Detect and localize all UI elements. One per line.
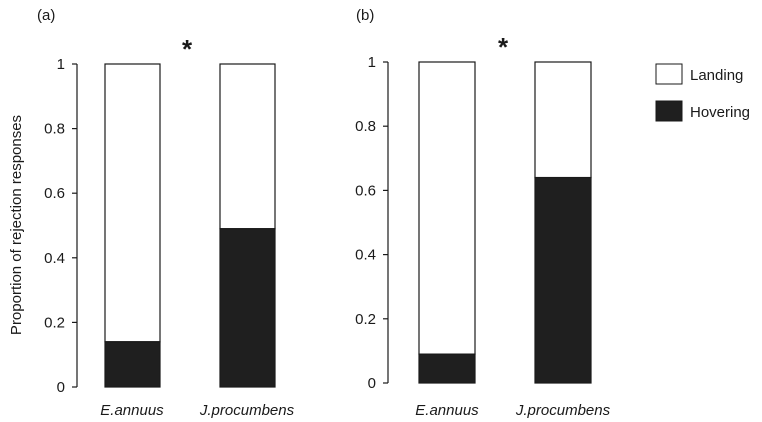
legend-swatch-landing: [655, 63, 683, 85]
panel-b: (b) * 0 0.2 0.4 0.6 0.8 1 E.annuus J.procumbens: [355, 7, 610, 419]
legend-swatch-hovering: [655, 100, 683, 122]
panel-b-y-tick-label: 0.6: [355, 182, 376, 199]
panel-b-y-tick-label: 0.8: [355, 118, 376, 135]
panel-a-bar-landing-jprocumbens: [219, 63, 276, 230]
legend-label-hovering: Hovering: [690, 104, 750, 121]
panel-a-y-tick-label: 0.2: [44, 314, 65, 331]
panel-b-category-label: J.procumbens: [515, 402, 611, 419]
panel-b-label: (b): [356, 7, 374, 24]
panel-a-y-tick-label: 0.6: [44, 185, 65, 202]
panel-b-y-tick-label: 1: [368, 54, 376, 71]
panel-b-y-tick-label: 0.2: [355, 311, 376, 328]
panel-b-significance: *: [498, 32, 509, 62]
panel-a-category-label: J.procumbens: [199, 402, 295, 419]
panel-b-bar-hovering-eannuus: [418, 353, 476, 384]
panel-a-bar-hovering-jprocumbens: [219, 228, 276, 388]
panel-b-bar-landing-jprocumbens: [534, 61, 592, 179]
panel-a-y-tick-label: 0: [57, 379, 65, 396]
panel-a-y-tick-label: 0.8: [44, 121, 65, 138]
panel-a-significance: *: [182, 34, 193, 64]
panel-a-bar-landing-eannuus: [104, 63, 161, 343]
panel-a: (a) * 0 0.2 0.4 0.6 0.8 1 E.annuus J.procumbens: [37, 7, 295, 419]
panel-a-bar-hovering-eannuus: [104, 341, 161, 388]
panel-a-y-tick-label: 1: [57, 56, 65, 73]
panel-a-label: (a): [37, 7, 55, 24]
panel-a-y-tick-label: 0.4: [44, 250, 65, 267]
legend-label-landing: Landing: [690, 67, 743, 84]
y-axis-label: Proportion of rejection responses: [8, 115, 25, 335]
panel-b-bar-hovering-jprocumbens: [534, 176, 592, 384]
panel-a-category-label: E.annuus: [100, 402, 164, 419]
panel-b-bar-landing-eannuus: [418, 61, 476, 355]
panel-b-y-tick-label: 0.4: [355, 247, 376, 264]
panel-b-y-tick-label: 0: [368, 375, 376, 392]
panel-b-category-label: E.annuus: [415, 402, 479, 419]
legend: Landing Hovering: [655, 63, 750, 122]
